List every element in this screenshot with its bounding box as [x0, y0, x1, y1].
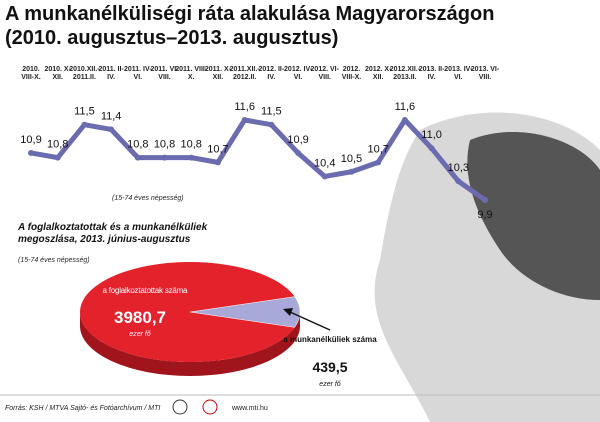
point	[428, 145, 435, 152]
x-tick-label: 2011. IV-VI.	[123, 66, 152, 81]
value-label: 10,8	[181, 139, 202, 151]
value-label: 11,6	[395, 101, 416, 113]
slice-name: a munkanélküliek száma	[283, 335, 377, 344]
value-label: 10,8	[154, 139, 175, 151]
unit: ezer fő	[319, 381, 341, 388]
x-tick-label: 2012. VIII-X.	[341, 66, 362, 81]
point	[161, 154, 168, 161]
value-label: 11,5	[74, 106, 95, 118]
value-label: 11,5	[261, 106, 282, 118]
x-tick-label: 2012. IV-VI.	[284, 66, 313, 81]
pie-slice	[80, 261, 295, 362]
photo-hair	[467, 131, 600, 300]
value-label: 10,9	[20, 134, 41, 146]
x-tick-label: 2011. VI-VIII.	[150, 66, 179, 81]
slice-name: a foglalkoztatottak száma	[103, 286, 189, 295]
x-tick-label: 2013. IV-VI.	[444, 66, 473, 81]
x-tick-label: 2012.XII.- 2013.II.	[389, 66, 421, 81]
value-label: 3980,7	[114, 308, 166, 327]
pie-slice	[189, 296, 301, 328]
title: A munkanélküliségi ráta alakulása Magyar…	[5, 3, 495, 25]
x-tick-label: 2012. II-IV.	[258, 66, 285, 81]
note: (15-74 éves népesség)	[18, 257, 90, 264]
pie-side	[80, 312, 300, 376]
x-tick-label: 2011. X-XII.	[204, 66, 231, 81]
line	[30, 117, 487, 203]
value-label: 10,4	[314, 157, 335, 169]
x-tick-label: 2012. VI-VIII.	[310, 66, 339, 81]
point	[375, 159, 382, 166]
point	[455, 178, 462, 185]
point	[348, 168, 355, 175]
x-tick-label: 2011. II-IV.	[98, 66, 124, 81]
value-label: 10,5	[341, 153, 362, 165]
subtitle: (2010. augusztus–2013. augusztus)	[5, 27, 339, 49]
x-tick-label: 2010.XII.- 2011.II.	[69, 66, 100, 81]
point	[108, 126, 115, 133]
point	[241, 117, 248, 123]
point	[134, 154, 141, 161]
note: (15-74 éves népesség)	[112, 195, 184, 202]
x-tick-label: 2013. VI-VIII.	[470, 66, 500, 81]
value-label: 11,0	[421, 129, 442, 141]
point	[188, 154, 195, 161]
point	[54, 154, 61, 161]
point	[482, 197, 488, 203]
unit: ezer fő	[129, 331, 151, 338]
point	[321, 173, 328, 180]
x-tick-label: 2011. VIII-X.	[175, 66, 208, 81]
value-label: 10,3	[448, 162, 469, 174]
x-tick-label: 2010. VIII-X.	[21, 66, 41, 81]
x-tick-label: 2011.XII.- 2012.II.	[229, 66, 260, 81]
logo	[172, 399, 188, 415]
value-label: 9,9	[477, 209, 492, 221]
point	[214, 159, 221, 166]
value-label: 439,5	[312, 359, 347, 375]
point	[81, 121, 88, 128]
value-label: 10,8	[47, 139, 68, 151]
value-label: 10,7	[207, 143, 228, 155]
url: www.mti.hu	[231, 405, 268, 412]
x-tick-label: 2010. X-XII.	[44, 66, 71, 81]
point	[28, 149, 34, 156]
pointer-head	[283, 308, 293, 316]
value-label: 10,9	[287, 134, 308, 146]
value-label: 10,7	[367, 143, 388, 155]
pointer	[289, 311, 331, 331]
source: Forrás: KSH / MTVA Sajtó- és Fotóarchívu…	[5, 405, 160, 412]
point	[401, 117, 408, 123]
value-label: 11,4	[101, 110, 122, 122]
x-tick-label: 2013. II-IV.	[418, 66, 445, 81]
value-label: 11,6	[234, 101, 255, 113]
value-label: 10,8	[127, 139, 148, 151]
logo	[202, 399, 218, 415]
x-tick-label: 2012. X-XII.	[364, 66, 392, 81]
pie-title: A foglalkoztatottak és a munkanélküliek …	[18, 222, 208, 245]
point	[295, 149, 302, 156]
point	[268, 121, 275, 128]
